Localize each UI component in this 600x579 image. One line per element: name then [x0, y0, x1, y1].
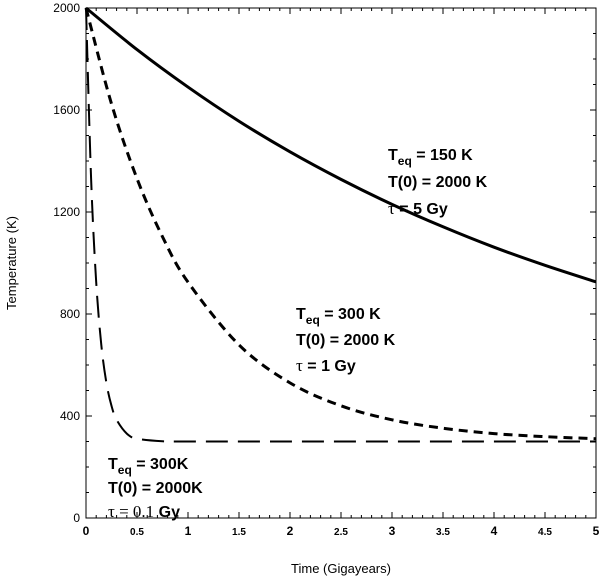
- y-tick-label: 2000: [53, 1, 80, 15]
- series-line-2: [84, 7, 597, 441]
- y-tick-label: 0: [73, 511, 80, 525]
- x-tick-label: 2: [287, 524, 294, 538]
- x-tick-label: 0.5: [130, 527, 144, 538]
- series-line-1: [85, 6, 597, 284]
- series-line-3: [85, 7, 596, 443]
- x-tick-label: 0: [83, 524, 90, 538]
- y-tick-label: 1200: [53, 205, 80, 219]
- axes: 0 400 800 1200 1600 2000 0 0.5 1 1.5 2 2.5 3 3.5 4 4.5 5: [53, 1, 599, 538]
- x-tick-label: 4.5: [538, 527, 552, 538]
- series-layer: [84, 6, 597, 443]
- x-tick-label: 4: [491, 524, 498, 538]
- y-tick-label: 800: [60, 307, 80, 321]
- x-tick-label: 5: [593, 524, 600, 538]
- y-tick-label: 400: [60, 409, 80, 423]
- x-tick-label: 1: [185, 524, 192, 538]
- annotation-2-line-1: Teq = 300 K: [296, 306, 381, 327]
- x-tick-label: 3.5: [436, 527, 450, 538]
- x-tick-label: 1.5: [232, 527, 246, 538]
- annotation-3-line-3: τ = 0.1 Gy: [108, 502, 180, 521]
- y-tick-label: 1600: [53, 103, 80, 117]
- y-axis-title: Temperature (K): [4, 216, 19, 310]
- x-tick-label: 3: [389, 524, 396, 538]
- annotation-3-line-1: Teq = 300K: [108, 456, 189, 477]
- annotation-2-line-3: τ = 1 Gy: [296, 356, 356, 375]
- annotation-1-line-3: τ = 5 Gy: [388, 199, 448, 218]
- annotation-2-line-2: T(0) = 2000 K: [296, 332, 396, 349]
- annotation-1-line-1: Teq = 150 K: [388, 147, 473, 168]
- x-axis-title: Time (Gigayears): [291, 561, 391, 576]
- annotation-1-line-2: T(0) = 2000 K: [388, 174, 488, 191]
- annotations: Teq = 150 K T(0) = 2000 K τ = 5 Gy Teq = 30…: [108, 147, 488, 521]
- x-tick-label: 2.5: [334, 527, 348, 538]
- annotation-3-line-2: T(0) = 2000K: [108, 480, 203, 497]
